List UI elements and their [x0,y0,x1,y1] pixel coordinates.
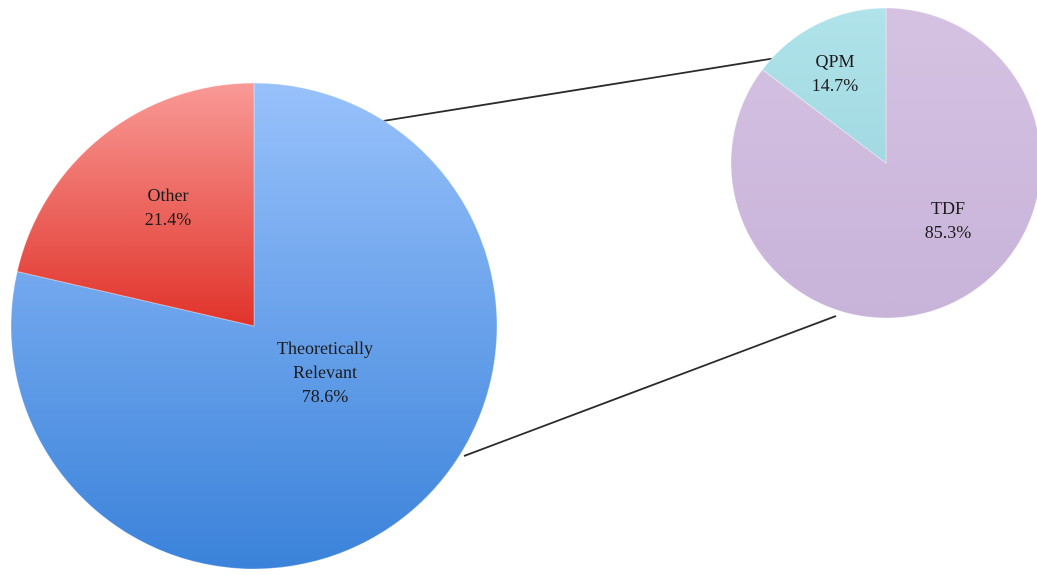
connector-line-bottom [463,315,837,457]
main-pie [10,82,498,570]
slice-label-theoretically-relevant: Theoretically Relevant 78.6% [277,338,373,406]
slice-label-qpm: QPM 14.7% [812,51,859,95]
slice-name-other: Other [148,185,189,205]
slice-name-theoretically-relevant: Relevant [293,362,357,382]
slice-name-theoretically-relevant: Theoretically [277,338,373,358]
slice-value-qpm: 14.7% [812,75,859,95]
slice-value-other: 21.4% [145,209,192,229]
pie-slice-theoretically-relevant [10,82,498,570]
slice-label-other: Other 21.4% [145,185,192,229]
pie-slice-qpm [761,7,887,165]
slice-value-theoretically-relevant: 78.6% [302,386,349,406]
slice-label-tdf: TDF 85.3% [925,198,972,242]
slice-value-tdf: 85.3% [925,222,972,242]
pie-slice-tdf [730,7,1037,319]
slice-labels: Theoretically Relevant 78.6% Other 21.4% TDF 8… [145,51,972,406]
breakdown-pie [730,7,1037,319]
connector-line-top [382,57,777,122]
pie-slice-other [16,82,255,327]
slice-name-tdf: TDF [931,198,965,218]
slice-name-qpm: QPM [815,51,854,71]
connector-lines [382,57,837,457]
